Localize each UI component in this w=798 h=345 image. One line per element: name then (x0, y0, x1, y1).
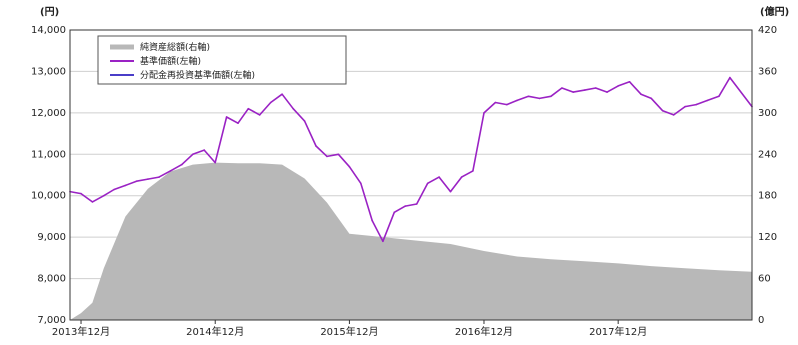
price-point (718, 95, 720, 98)
left-tick-label: 12,000 (31, 108, 66, 119)
left-axis-ticks: 14,000 13,000 12,000 11,000 10,000 9,000 8,000… (31, 25, 66, 326)
price-point (258, 114, 261, 116)
price-point (135, 180, 138, 182)
left-tick-label: 7,000 (37, 315, 66, 326)
x-tick-label: 2017年12月 (589, 325, 647, 338)
price-point (572, 91, 575, 93)
right-tick-label: 180 (758, 191, 777, 202)
price-point (337, 153, 340, 156)
price-point (516, 99, 518, 102)
x-tick-label: 2015年12月 (320, 325, 378, 338)
price-point (113, 188, 115, 191)
left-tick-label: 9,000 (37, 232, 66, 243)
price-point (449, 190, 452, 193)
price-point (706, 99, 709, 102)
price-point (426, 182, 429, 185)
price-point (124, 184, 127, 187)
legend-label-area: 純資産総額(右軸) (140, 41, 210, 53)
price-point (326, 155, 328, 158)
legend-label-price: 基準価額(左軸) (140, 55, 201, 67)
price-point (628, 81, 631, 83)
right-tick-label: 60 (758, 274, 771, 285)
legend: 純資産総額(右軸) 基準価額(左軸) 分配金再投資基準価額(左軸) (97, 35, 347, 85)
legend-label-reinvest: 分配金再投資基準価額(左軸) (140, 69, 255, 81)
price-point (404, 205, 407, 207)
price-point (494, 101, 497, 104)
price-point (594, 87, 597, 89)
price-point (281, 93, 283, 95)
price-point (661, 110, 664, 112)
price-point (103, 194, 105, 197)
price-point (550, 95, 552, 98)
price-point (617, 85, 619, 87)
price-line-series (69, 76, 753, 243)
price-point (292, 107, 295, 110)
right-axis-unit: (億円) (760, 5, 789, 18)
price-point (91, 201, 94, 203)
price-point (538, 97, 541, 100)
left-tick-label: 14,000 (31, 25, 66, 36)
price-point (672, 114, 675, 116)
x-tick-label: 2013年12月 (52, 325, 110, 338)
price-point (415, 203, 418, 205)
price-point (203, 149, 205, 151)
price-point (606, 91, 608, 93)
price-point (158, 176, 160, 178)
left-tick-label: 10,000 (31, 191, 66, 202)
right-tick-label: 360 (758, 66, 777, 77)
price-point (382, 240, 384, 243)
price-point (472, 170, 474, 172)
left-tick-label: 11,000 (31, 149, 66, 160)
price-point (729, 76, 731, 79)
price-point (695, 103, 697, 106)
right-axis-ticks: 420 360 300 240 180 120 60 0 (758, 25, 777, 326)
price-point (237, 122, 239, 124)
price-point (438, 176, 440, 178)
x-tick-label: 2016年12月 (455, 325, 513, 338)
price-point (483, 112, 485, 114)
left-axis-unit: (円) (40, 6, 59, 18)
price-point (303, 120, 306, 122)
price-point (348, 165, 351, 168)
price-point (371, 219, 374, 222)
price-point (169, 170, 172, 172)
price-point (684, 105, 686, 108)
right-tick-label: 420 (758, 25, 777, 36)
left-tick-label: 13,000 (31, 66, 66, 77)
left-tick-label: 8,000 (37, 274, 66, 285)
price-point (640, 93, 642, 95)
x-tick-label: 2014年12月 (186, 325, 244, 338)
right-tick-label: 0 (758, 315, 764, 326)
price-point (192, 153, 194, 156)
price-point (269, 101, 272, 104)
price-point (460, 176, 463, 178)
price-point (506, 103, 508, 106)
plot-frame (69, 29, 753, 321)
price-point (315, 145, 317, 147)
price-point (247, 107, 250, 110)
nav-area (70, 162, 752, 320)
price-point (650, 97, 653, 100)
legend-box (97, 35, 347, 85)
right-tick-label: 300 (758, 108, 777, 119)
x-axis-ticks: 2013年12月 2014年12月 2015年12月 2016年12月 2017年12月 (52, 320, 647, 338)
price-point (393, 211, 396, 214)
nav-area-series (70, 162, 752, 320)
price-point (583, 89, 586, 91)
price-point (360, 182, 362, 185)
price-point (214, 161, 216, 164)
price-point (561, 87, 563, 89)
price-point (225, 116, 228, 118)
price-point (80, 192, 82, 195)
right-tick-label: 240 (758, 149, 777, 160)
price-point (147, 178, 149, 180)
price-point (527, 95, 530, 98)
price-point (181, 163, 183, 166)
right-tick-label: 120 (758, 232, 777, 243)
